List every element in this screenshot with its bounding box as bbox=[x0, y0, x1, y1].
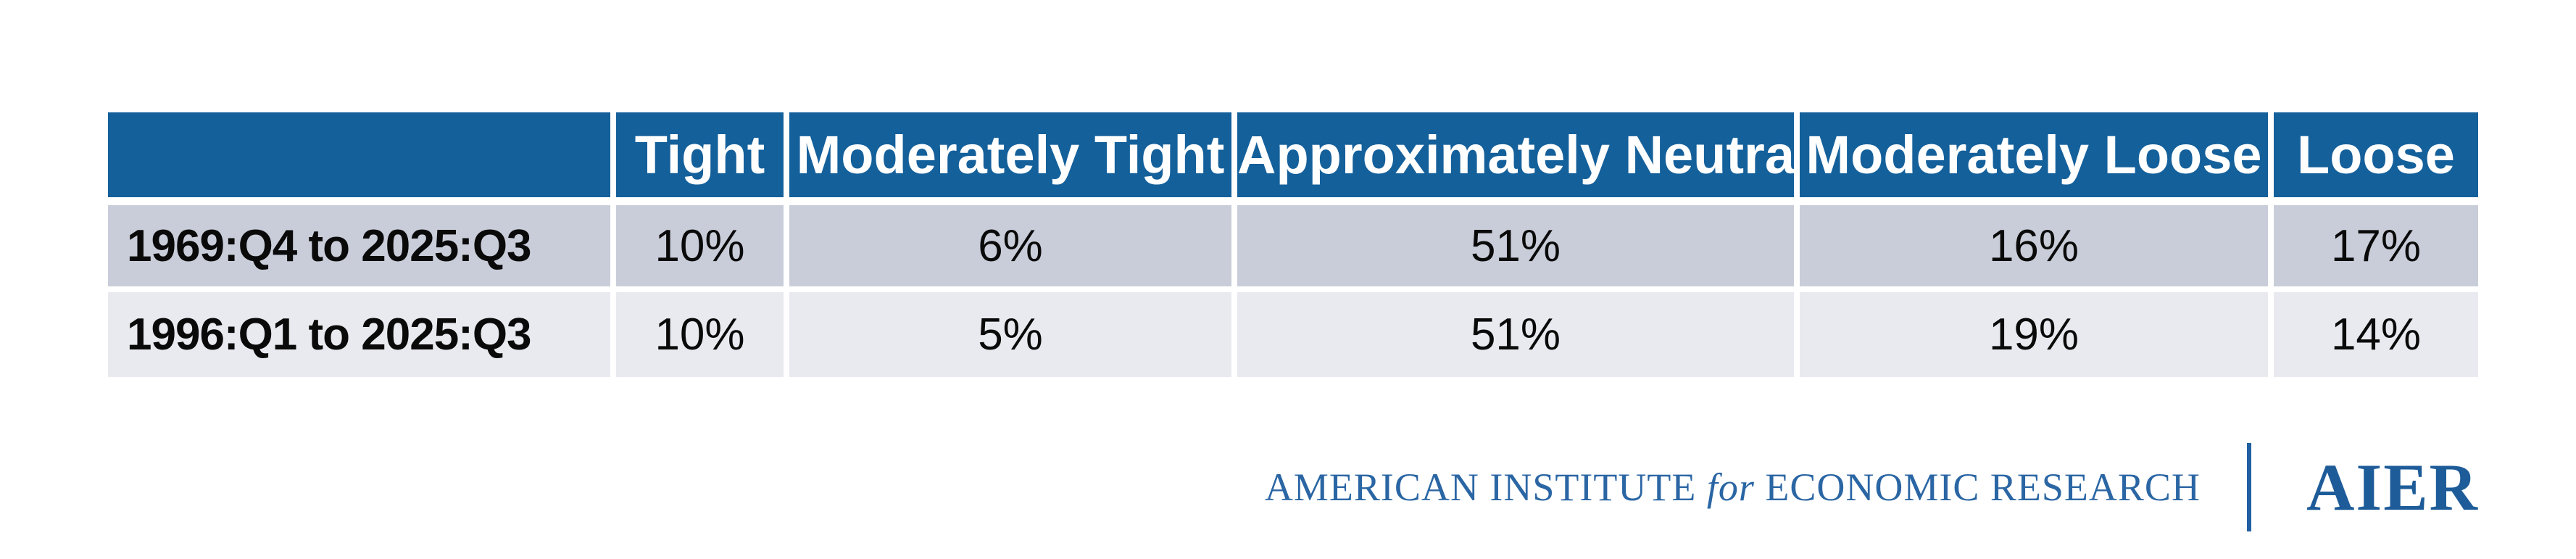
cell-1969-tight: 10% bbox=[616, 205, 789, 292]
header-cell-approximately-neutral: Approximately Neutral bbox=[1237, 112, 1800, 205]
cell-1996-tight: 10% bbox=[616, 292, 789, 377]
logo-divider-line bbox=[2246, 443, 2251, 531]
org-name-part2: ECONOMIC RESEARCH bbox=[1765, 465, 2201, 509]
cell-1996-moderately-tight: 5% bbox=[789, 292, 1237, 377]
cell-1969-moderately-tight: 6% bbox=[789, 205, 1237, 292]
table-row: 1996:Q1 to 2025:Q3 10% 5% 51% 19% 14% bbox=[108, 292, 2478, 377]
cell-1969-loose: 17% bbox=[2274, 205, 2478, 292]
header-cell-empty bbox=[108, 112, 616, 205]
cell-1996-moderately-loose: 19% bbox=[1800, 292, 2274, 377]
header-cell-moderately-loose: Moderately Loose bbox=[1800, 112, 2274, 205]
cell-1969-moderately-loose: 16% bbox=[1800, 205, 2274, 292]
row-label-1969: 1969:Q4 to 2025:Q3 bbox=[108, 205, 616, 292]
header-cell-tight: Tight bbox=[616, 112, 789, 205]
table-row: 1969:Q4 to 2025:Q3 10% 6% 51% 16% 17% bbox=[108, 205, 2478, 292]
row-label-1996: 1996:Q1 to 2025:Q3 bbox=[108, 292, 616, 377]
cell-1969-approximately-neutral: 51% bbox=[1237, 205, 1800, 292]
cell-1996-loose: 14% bbox=[2274, 292, 2478, 377]
org-name-part1: AMERICAN INSTITUTE bbox=[1264, 465, 1697, 509]
aier-logo: AMERICAN INSTITUTE for ECONOMIC RESEARCH… bbox=[1265, 440, 2479, 534]
header-cell-loose: Loose bbox=[2274, 112, 2478, 205]
header-cell-moderately-tight: Moderately Tight bbox=[789, 112, 1237, 205]
org-name-text: AMERICAN INSTITUTE for ECONOMIC RESEARCH bbox=[1265, 465, 2201, 510]
org-name-for: for bbox=[1706, 465, 1755, 509]
cell-1996-approximately-neutral: 51% bbox=[1237, 292, 1800, 377]
table-header-row: Tight Moderately Tight Approximately Neu… bbox=[108, 112, 2478, 205]
policy-stance-table: Tight Moderately Tight Approximately Neu… bbox=[108, 112, 2478, 377]
logo-acronym-text: AIER bbox=[2306, 450, 2479, 524]
